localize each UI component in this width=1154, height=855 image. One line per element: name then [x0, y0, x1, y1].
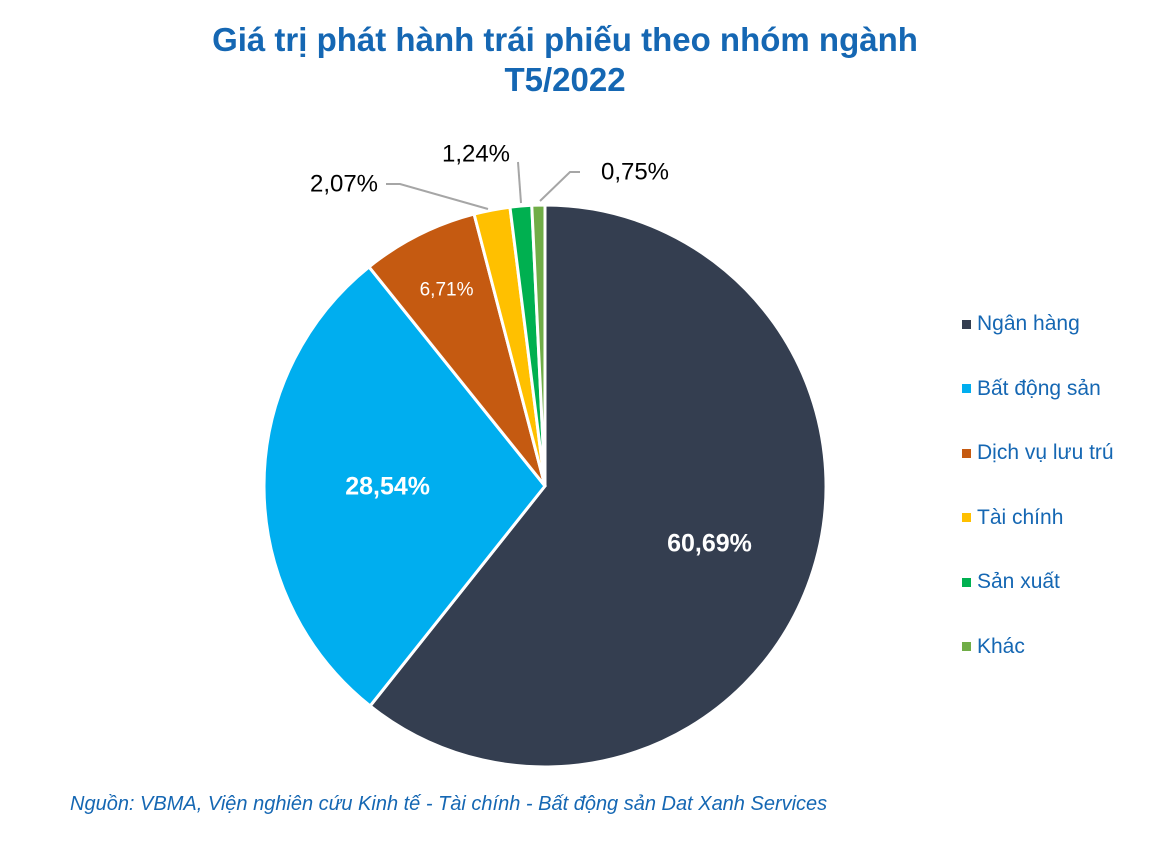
legend-item: Ngân hàng: [962, 292, 1114, 357]
legend-swatch: [962, 513, 971, 523]
legend-label: Tài chính: [977, 505, 1064, 529]
pie-slice-2: [366, 212, 547, 487]
source-note: Nguồn: VBMA, Viện nghiên cứu Kinh tế - T…: [70, 793, 828, 815]
chart-title-line1: Giá trị phát hành trái phiếu theo nhóm n…: [212, 21, 918, 58]
legend-swatch: [962, 448, 971, 458]
data-label-0: 60,69%: [667, 529, 752, 557]
legend-label: Ngân hàng: [977, 312, 1080, 336]
pie-slice-1: [262, 264, 547, 709]
leader-line-4: [517, 161, 522, 204]
legend-swatch: [962, 384, 971, 394]
legend: Ngân hàng Bất động sản Dịch vụ lưu trú Tài …: [962, 292, 1114, 679]
legend-swatch: [962, 577, 971, 587]
legend-item: Bất động sản: [962, 357, 1114, 422]
legend-swatch: [962, 642, 971, 652]
pie-slice-0: [368, 203, 828, 769]
chart-title: Giá trị phát hành trái phiếu theo nhóm n…: [0, 20, 1130, 100]
legend-item: Sản xuất: [962, 550, 1114, 615]
chart-title-line2: T5/2022: [504, 61, 626, 98]
data-label-1: 28,54%: [345, 472, 430, 500]
legend-label: Bất động sản: [977, 376, 1101, 400]
legend-label: Khác: [977, 634, 1025, 658]
legend-label: Dịch vụ lưu trú: [977, 441, 1114, 465]
data-label-3: 2,07%: [310, 171, 378, 198]
data-label-5: 0,75%: [601, 159, 669, 186]
legend-item: Tài chính: [962, 486, 1114, 551]
data-label-2: 6,71%: [420, 280, 474, 301]
leader-line-5: [539, 171, 580, 202]
data-label-4: 1,24%: [442, 141, 510, 168]
legend-item: Dịch vụ lưu trú: [962, 421, 1114, 486]
legend-label: Sản xuất: [977, 570, 1060, 594]
legend-swatch: [962, 319, 971, 329]
pie-slice-5: [530, 203, 547, 487]
legend-item: Khác: [962, 615, 1114, 680]
leader-line-3: [386, 183, 489, 210]
